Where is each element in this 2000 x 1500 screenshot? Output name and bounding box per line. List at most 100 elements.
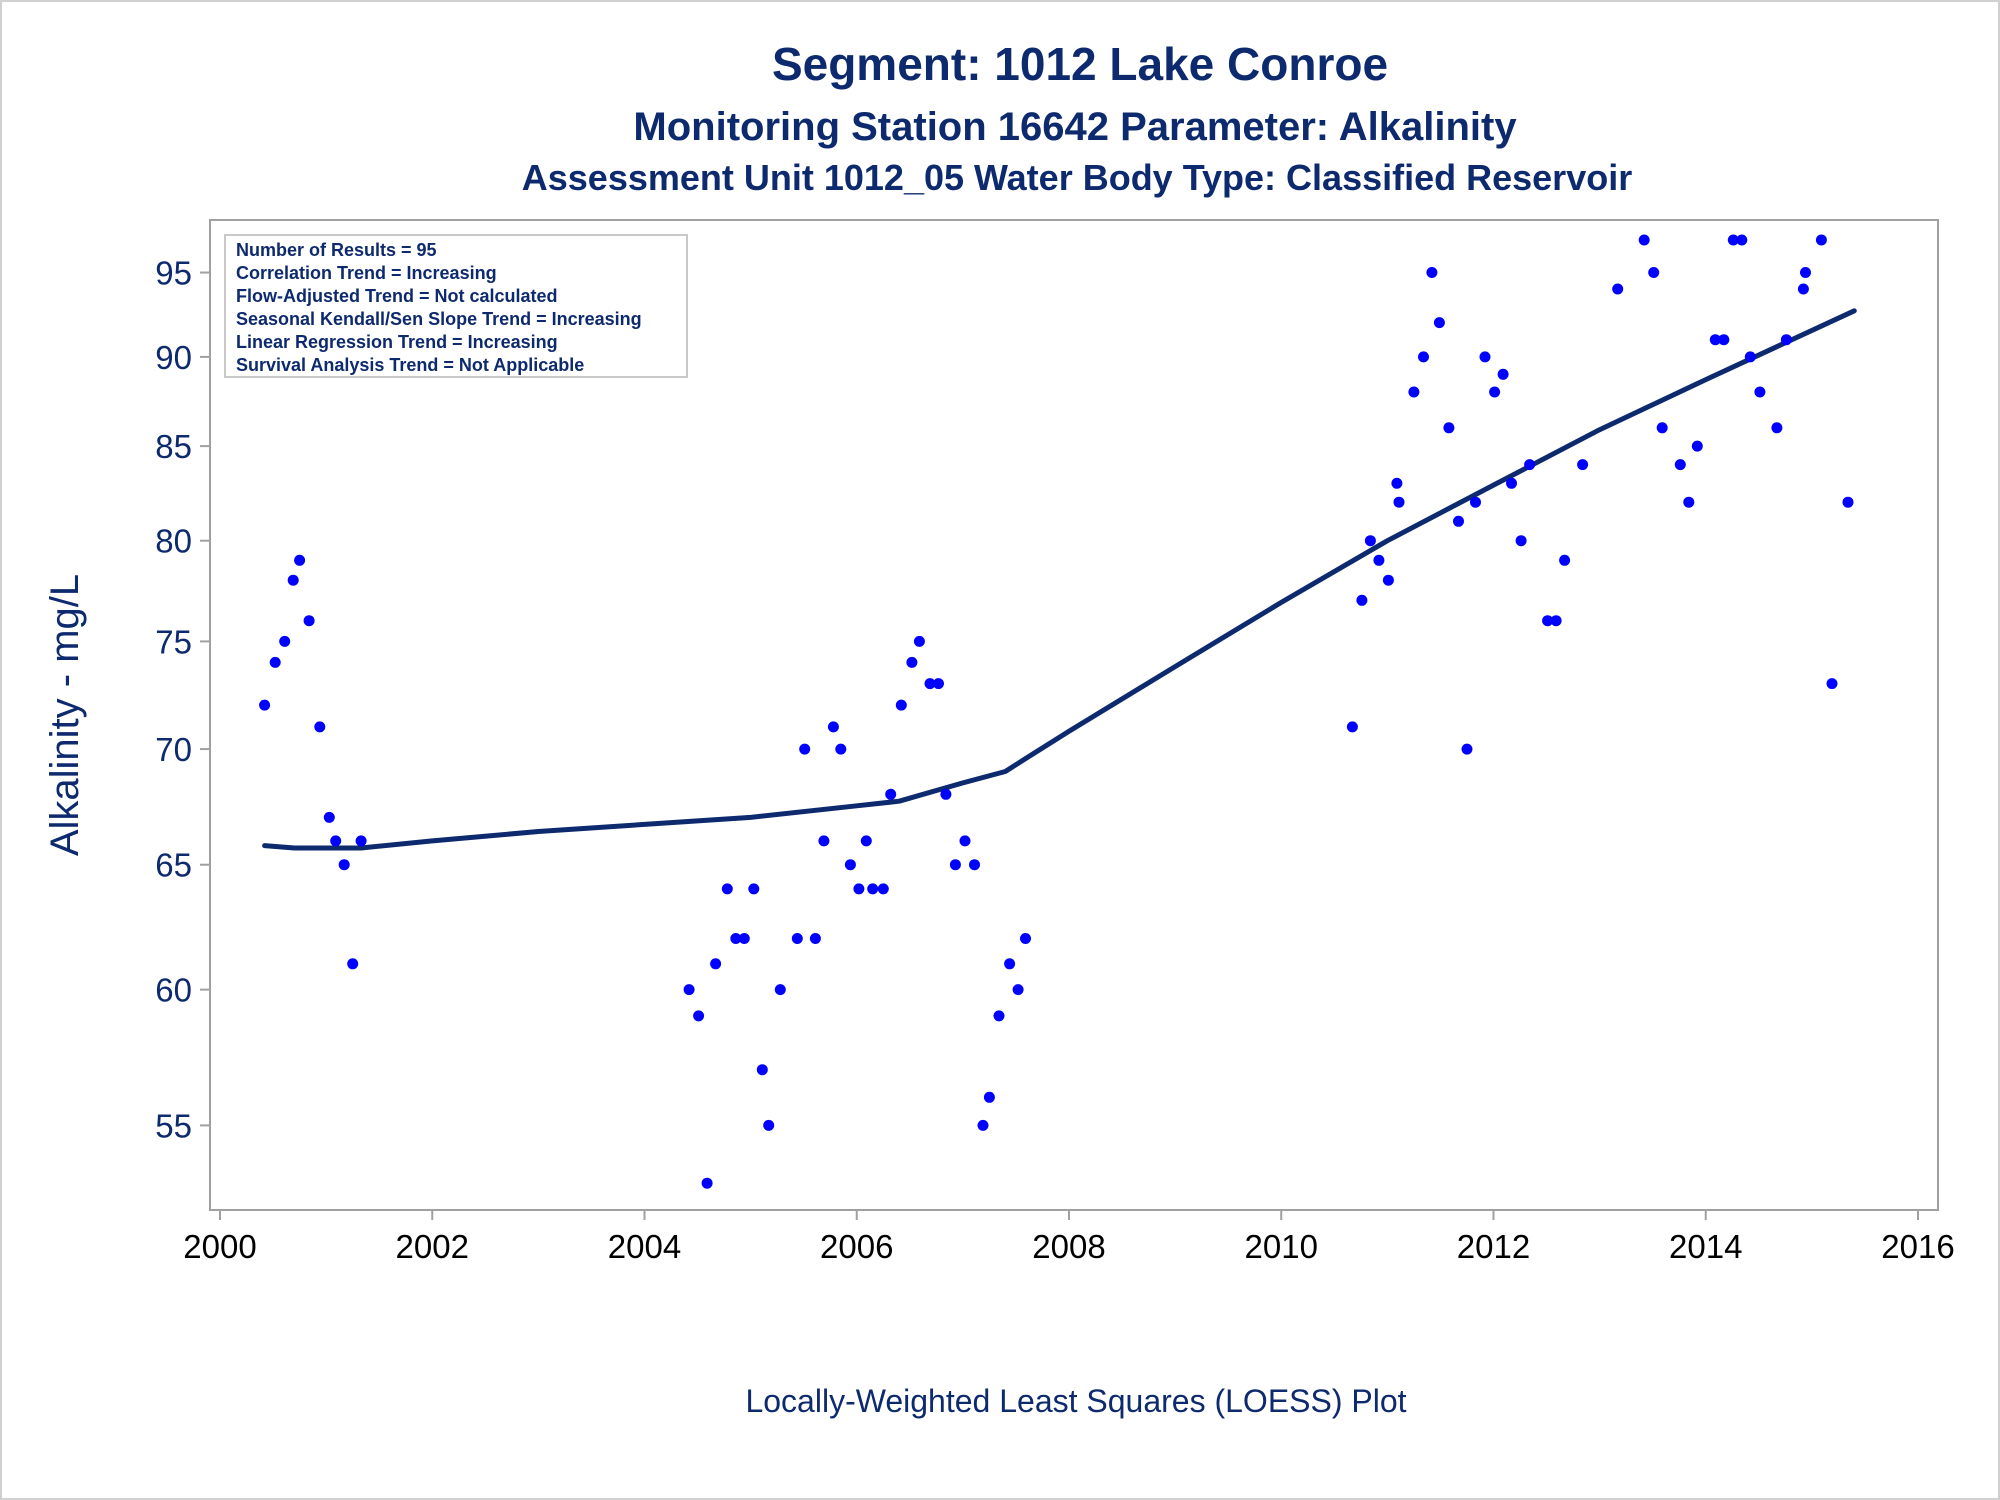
data-point — [1004, 958, 1016, 970]
x-tick-label: 2006 — [820, 1228, 893, 1265]
data-point — [1797, 283, 1809, 295]
data-point — [1718, 334, 1730, 346]
data-point — [1418, 351, 1429, 363]
data-point — [1373, 554, 1385, 566]
axes: 2000 2002 2004 2006 2008 2010 2012 2014 2016 55 60… — [155, 255, 1954, 1265]
data-point — [1771, 422, 1783, 434]
data-point — [355, 835, 367, 847]
data-point — [1842, 496, 1854, 508]
chart-subtitle: Monitoring Station 16642 Parameter: Alka… — [633, 105, 1517, 149]
data-point — [1754, 386, 1766, 398]
data-point — [799, 743, 811, 755]
data-point — [763, 1119, 775, 1131]
data-point — [1648, 267, 1660, 278]
data-point — [867, 883, 879, 895]
data-point — [693, 1010, 705, 1022]
data-point — [303, 615, 315, 627]
data-point — [730, 933, 742, 944]
data-point — [827, 721, 839, 733]
y-tick-label: 75 — [155, 623, 192, 660]
data-point — [809, 933, 821, 944]
data-point — [1012, 984, 1024, 996]
data-point — [1612, 283, 1624, 295]
stats-line-6: Survival Analysis Trend = Not Applicable — [236, 355, 584, 375]
data-point — [1393, 496, 1405, 508]
data-point — [1356, 594, 1368, 606]
data-point — [835, 743, 847, 755]
data-point — [1497, 368, 1509, 380]
data-point — [1744, 351, 1756, 363]
y-axis-label: Alkalinity - mg/L — [43, 574, 87, 856]
y-tick-label: 80 — [155, 523, 192, 560]
stats-inset: Number of Results = 95 Correlation Trend… — [224, 234, 688, 378]
x-tick-label: 2012 — [1457, 1228, 1530, 1265]
data-point — [949, 859, 961, 871]
y-tick-label: 55 — [155, 1107, 192, 1144]
data-point — [1691, 440, 1703, 452]
data-point — [1489, 386, 1501, 398]
data-point — [748, 883, 760, 895]
data-point — [940, 788, 952, 800]
data-point — [330, 835, 342, 847]
data-point — [1559, 554, 1571, 566]
x-tick-label: 2010 — [1245, 1228, 1318, 1265]
data-marks — [259, 234, 1857, 1189]
data-point — [818, 835, 830, 847]
stats-line-2: Correlation Trend = Increasing — [236, 263, 497, 283]
chart-title: Segment: 1012 Lake Conroe — [772, 38, 1388, 90]
data-point — [701, 1177, 713, 1189]
data-point — [1346, 721, 1358, 733]
x-axis-label: Locally-Weighted Least Squares (LOESS) P… — [745, 1383, 1406, 1419]
data-point — [1800, 267, 1811, 278]
data-point — [338, 859, 350, 871]
data-point — [860, 835, 872, 847]
stats-line-1: Number of Results = 95 — [236, 240, 437, 260]
x-tick-label: 2014 — [1669, 1228, 1742, 1265]
data-point — [791, 933, 803, 944]
data-point — [959, 835, 971, 847]
data-point — [1408, 386, 1420, 398]
data-point — [933, 678, 944, 690]
stats-inset-box — [224, 234, 688, 378]
y-tick-label: 60 — [155, 972, 192, 1009]
data-point — [1524, 459, 1536, 471]
data-point — [756, 1064, 768, 1076]
data-point — [1674, 459, 1686, 471]
data-point — [1736, 234, 1748, 246]
data-point — [877, 883, 889, 895]
data-point — [853, 883, 865, 895]
data-point — [993, 1010, 1005, 1022]
data-point — [1656, 422, 1668, 434]
data-point — [1443, 422, 1455, 434]
data-point — [885, 788, 897, 800]
data-point — [1815, 234, 1827, 246]
data-point — [913, 635, 925, 647]
data-point — [347, 958, 359, 970]
data-point — [1382, 574, 1394, 586]
data-point — [977, 1119, 989, 1131]
plot-area — [209, 219, 1939, 1211]
stats-line-5: Linear Regression Trend = Increasing — [236, 332, 558, 352]
data-point — [710, 958, 722, 970]
data-point — [1780, 334, 1792, 346]
data-point — [323, 811, 335, 823]
data-point — [1453, 515, 1464, 527]
y-tick-label: 85 — [155, 428, 192, 465]
x-tick-label: 2004 — [608, 1228, 681, 1265]
data-point — [314, 721, 326, 733]
data-point — [1364, 535, 1376, 547]
data-point — [1433, 317, 1445, 329]
y-tick-label: 90 — [155, 339, 192, 376]
y-tick-label: 65 — [155, 847, 192, 884]
stats-line-3: Flow-Adjusted Trend = Not calculated — [236, 286, 558, 306]
x-tick-label: 2008 — [1032, 1228, 1105, 1265]
stats-line-4: Seasonal Kendall/Sen Slope Trend = Incre… — [236, 309, 642, 329]
x-tick-label: 2000 — [183, 1228, 256, 1265]
data-point — [279, 635, 291, 647]
data-point — [721, 883, 733, 895]
data-point — [1542, 615, 1554, 627]
data-point — [924, 678, 936, 690]
data-point — [294, 554, 306, 566]
data-point — [1709, 334, 1721, 346]
